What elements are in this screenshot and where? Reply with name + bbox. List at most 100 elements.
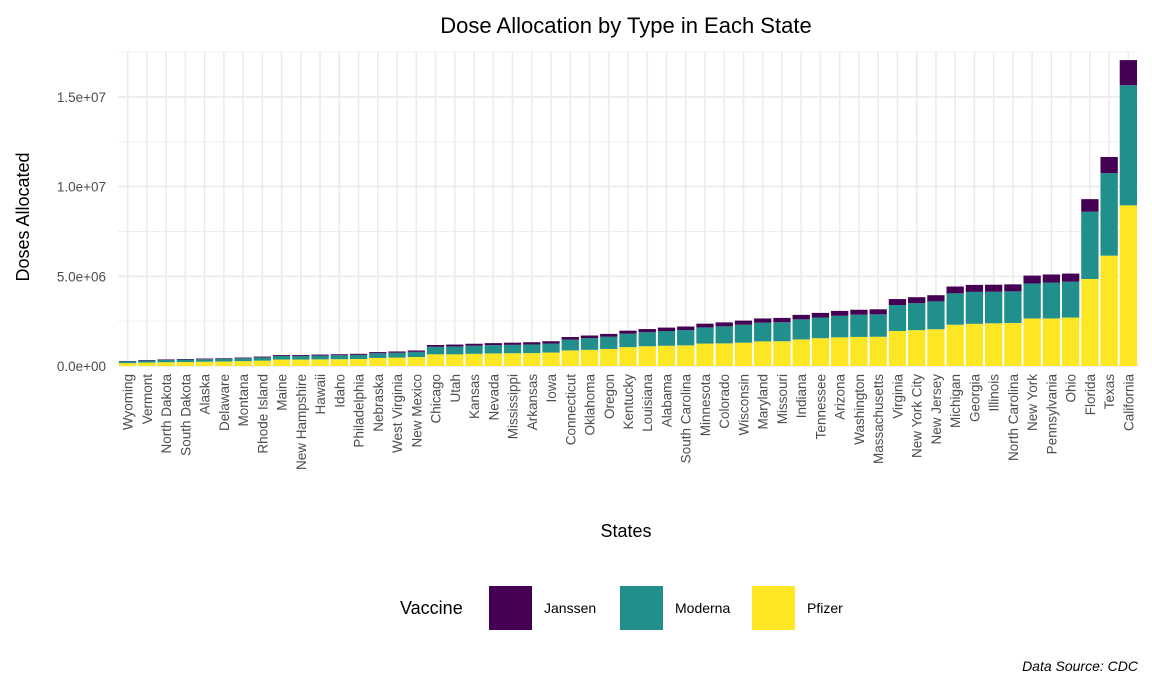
bar-moderna-nebraska [369, 353, 386, 358]
legend-key-moderna [620, 586, 663, 630]
bar-janssen-iowa [542, 341, 559, 343]
x-tick-label: Philadelphia [352, 374, 367, 448]
bar-janssen-idaho [331, 354, 348, 355]
x-tick-label: Pennsylvania [1044, 374, 1059, 455]
bar-moderna-maine [273, 356, 290, 360]
bar-pfizer-new-mexico [408, 357, 425, 366]
bar-pfizer-alaska [196, 362, 213, 366]
bar-pfizer-colorado [716, 343, 733, 366]
bar-pfizer-arizona [831, 337, 848, 366]
x-tick-label: Wyoming [121, 374, 136, 430]
x-tick-label: Missouri [775, 374, 790, 424]
y-tick-label: 5.0e+06 [57, 269, 106, 284]
bar-moderna-nevada [485, 345, 502, 353]
legend-key-pfizer [752, 586, 795, 630]
x-tick-label: Virginia [890, 374, 905, 419]
bar-janssen-hawaii [311, 355, 328, 356]
bar-moderna-hawaii [311, 356, 328, 360]
bar-janssen-south-dakota [177, 359, 194, 360]
x-tick-label: Mississippi [506, 374, 521, 439]
x-tick-label: Vermont [140, 374, 155, 425]
bar-janssen-arkansas [523, 342, 540, 344]
bar-janssen-indiana [793, 315, 810, 319]
bar-janssen-massachusetts [870, 309, 887, 314]
bar-janssen-tennessee [812, 313, 829, 318]
bar-pfizer-maryland [754, 341, 771, 366]
bar-pfizer-new-york-city [908, 330, 925, 366]
bar-janssen-kansas [465, 344, 482, 346]
x-tick-label: Florida [1083, 374, 1098, 416]
bar-janssen-oklahoma [581, 335, 598, 338]
x-tick-label: Connecticut [563, 374, 578, 446]
bar-moderna-new-york-city [908, 303, 925, 330]
bar-janssen-montana [234, 358, 251, 359]
bar-moderna-indiana [793, 319, 810, 339]
legend-title: Vaccine [400, 598, 463, 618]
bar-moderna-philadelphia [350, 355, 367, 359]
bar-janssen-south-carolina [677, 327, 694, 331]
bar-janssen-new-mexico [408, 350, 425, 351]
bar-pfizer-massachusetts [870, 337, 887, 366]
x-tick-label: Maryland [756, 374, 771, 430]
x-tick-label: New Mexico [409, 374, 424, 448]
bar-pfizer-iowa [542, 353, 559, 366]
bar-moderna-tennessee [812, 318, 829, 339]
bar-janssen-ohio [1062, 274, 1079, 282]
bar-janssen-rhode-island [254, 357, 271, 358]
bar-pfizer-idaho [331, 359, 348, 366]
bar-moderna-kansas [465, 346, 482, 354]
bar-janssen-north-dakota [157, 359, 174, 360]
bar-moderna-west-virginia [388, 353, 405, 358]
bar-janssen-minnesota [696, 324, 713, 328]
bar-janssen-georgia [966, 285, 983, 292]
bar-moderna-chicago [427, 347, 444, 355]
bar-pfizer-north-dakota [157, 362, 174, 366]
bar-moderna-rhode-island [254, 357, 271, 360]
bar-pfizer-texas [1100, 256, 1117, 366]
bar-moderna-alaska [196, 359, 213, 362]
bar-moderna-new-jersey [927, 301, 944, 329]
bar-janssen-new-hampshire [292, 355, 309, 356]
bar-janssen-oregon [600, 334, 617, 337]
bar-pfizer-nevada [485, 353, 502, 366]
x-tick-label: Nevada [486, 374, 501, 421]
bar-pfizer-indiana [793, 339, 810, 366]
bar-janssen-maryland [754, 318, 771, 322]
x-tick-label: Alabama [659, 374, 674, 428]
bar-janssen-wisconsin [735, 321, 752, 325]
x-tick-label: Illinois [987, 374, 1002, 412]
bar-moderna-ohio [1062, 282, 1079, 318]
x-tick-label: New Jersey [929, 374, 944, 445]
bar-pfizer-new-jersey [927, 329, 944, 366]
x-tick-label: North Carolina [1006, 374, 1021, 462]
bar-pfizer-louisiana [639, 346, 656, 366]
bar-pfizer-kentucky [619, 347, 636, 366]
bar-moderna-north-dakota [157, 360, 174, 362]
bar-janssen-delaware [215, 358, 232, 359]
bar-janssen-chicago [427, 345, 444, 347]
x-tick-label: Rhode Island [255, 374, 270, 454]
x-tick-label: Kentucky [621, 374, 636, 430]
bar-pfizer-oregon [600, 349, 617, 366]
bar-janssen-philadelphia [350, 354, 367, 355]
bar-moderna-maryland [754, 323, 771, 342]
bar-pfizer-mississippi [504, 353, 521, 366]
bar-janssen-illinois [985, 285, 1002, 292]
bar-janssen-washington [850, 310, 867, 315]
bar-pfizer-south-dakota [177, 362, 194, 366]
bar-moderna-south-carolina [677, 330, 694, 345]
bar-janssen-nevada [485, 343, 502, 345]
bar-moderna-connecticut [562, 340, 579, 351]
bar-moderna-georgia [966, 292, 983, 324]
bar-moderna-kentucky [619, 334, 636, 347]
bar-moderna-iowa [542, 344, 559, 353]
bar-moderna-utah [446, 346, 463, 354]
bar-janssen-colorado [716, 322, 733, 326]
bar-pfizer-washington [850, 337, 867, 366]
x-tick-label: Nebraska [371, 374, 386, 432]
bar-pfizer-hawaii [311, 359, 328, 366]
bar-moderna-new-hampshire [292, 356, 309, 360]
bar-janssen-north-carolina [1004, 284, 1021, 291]
bar-pfizer-delaware [215, 362, 232, 366]
